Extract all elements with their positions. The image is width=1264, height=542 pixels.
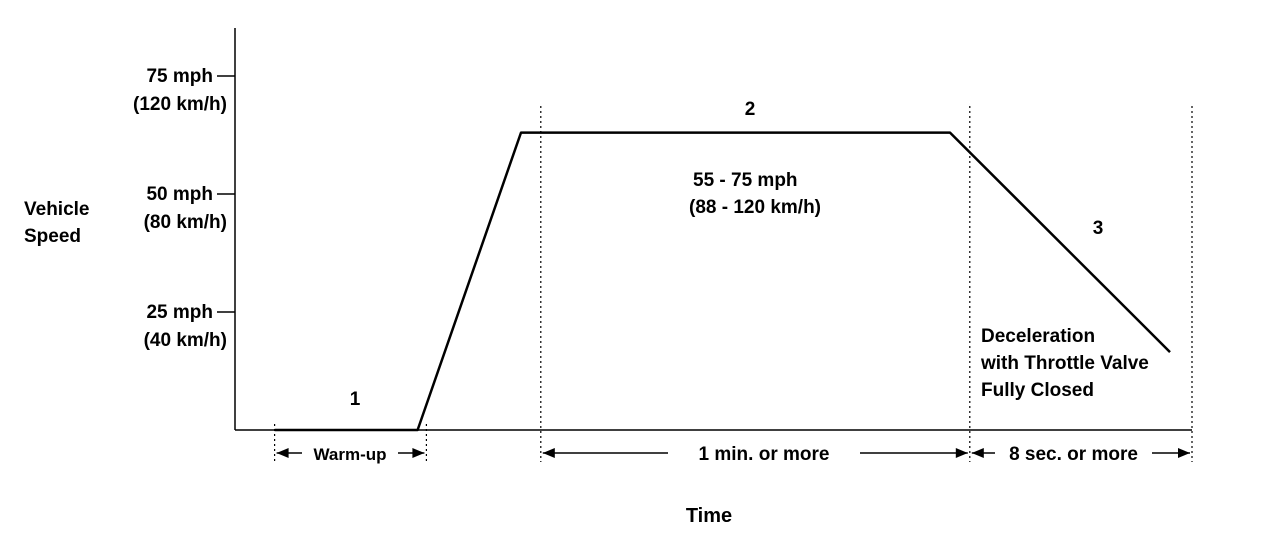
phase-2-arrowhead-left	[542, 448, 555, 458]
phase-3-arrowhead-right	[1178, 448, 1190, 458]
phase-3-number: 3	[1093, 218, 1104, 239]
phase-3-duration-label: 8 sec. or more	[1009, 444, 1138, 465]
phase-1-arrowhead-left	[276, 448, 289, 458]
phase-2-duration-label: 1 min. or more	[699, 444, 830, 465]
y-tick-label-50: 50 mph	[146, 184, 213, 205]
y-tick-sublabel-75: (120 km/h)	[133, 94, 227, 115]
phase-1-duration-label: Warm-up	[313, 445, 386, 464]
y-axis-label-line1: Vehicle	[24, 199, 90, 220]
y-tick-sublabel-50: (80 km/h)	[144, 212, 227, 233]
phase-boundaries	[274, 106, 1193, 462]
phase-2-number: 2	[745, 99, 756, 120]
speed-profile-line	[274, 131, 1171, 432]
y-tick-sublabel-25: (40 km/h)	[144, 330, 227, 351]
phase-3-note-line3: Fully Closed	[981, 380, 1094, 401]
y-tick-label-75: 75 mph	[146, 66, 213, 87]
phase-2-note-line1: 55 - 75 mph	[693, 170, 798, 191]
phase-3-note-line2: with Throttle Valve	[980, 353, 1149, 374]
phase-3-duration: 8 sec. or more	[971, 444, 1190, 465]
phase-3-note-line1: Deceleration	[981, 326, 1095, 347]
phase-1-number: 1	[350, 389, 361, 410]
phase-2-duration: 1 min. or more	[542, 444, 968, 465]
phase-1-duration: Warm-up	[276, 445, 425, 464]
phase-2-note-line2: (88 - 120 km/h)	[689, 197, 821, 218]
phase-1-arrowhead-right	[412, 448, 425, 458]
y-tick-group: 75 mph (120 km/h) 50 mph (80 km/h) 25 mp…	[133, 66, 235, 351]
x-axis-label: Time	[686, 505, 732, 527]
y-axis-label-line2: Speed	[24, 226, 81, 247]
y-tick-label-25: 25 mph	[146, 302, 213, 323]
phase-2-arrowhead-right	[955, 448, 968, 458]
phase-3-arrowhead-left	[971, 448, 984, 458]
